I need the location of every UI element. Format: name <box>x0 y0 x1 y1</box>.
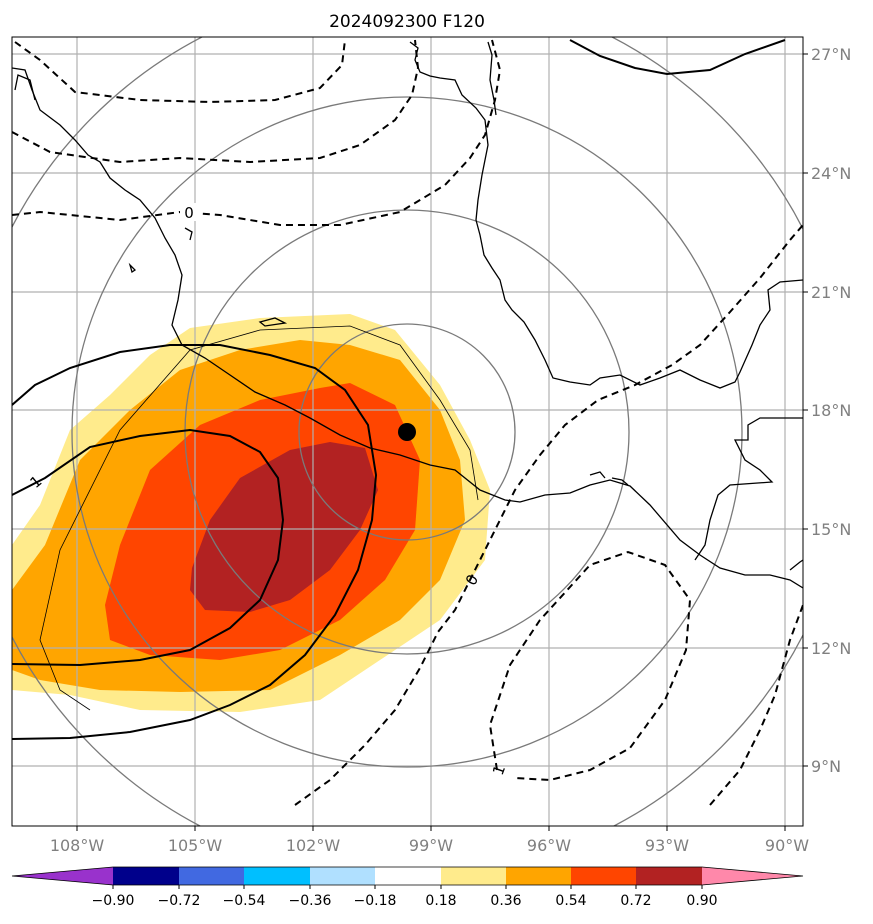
colorbar-bin <box>179 867 244 885</box>
lon-label: 105°W <box>168 836 223 855</box>
colorbar-bin <box>636 867 702 885</box>
lat-label: 21°N <box>811 283 851 302</box>
lon-label: 102°W <box>286 836 341 855</box>
lon-label: 99°W <box>409 836 453 855</box>
colorbar-bin <box>506 867 571 885</box>
lon-label: 93°W <box>645 836 689 855</box>
lat-label: 27°N <box>811 45 851 64</box>
storm-center-marker <box>398 423 416 441</box>
colorbar-bin <box>244 867 310 885</box>
colorbar-bin <box>310 867 375 885</box>
colorbar-label: 0.18 <box>425 893 456 909</box>
colorbar-label: 0.72 <box>620 893 651 909</box>
contour-label-bg <box>180 203 198 221</box>
range-ring-3 <box>71 96 743 768</box>
thin-contour <box>39 325 479 711</box>
map-frame <box>11 36 804 827</box>
lat-label: 12°N <box>811 639 851 658</box>
map-area: 0 0 1 1 <box>12 37 803 826</box>
colorbar-label: −0.90 <box>92 893 135 909</box>
lon-label: 108°W <box>50 836 105 855</box>
colorbar-bin <box>441 867 506 885</box>
lat-label: 9°N <box>811 757 841 776</box>
colorbar-label: 0.54 <box>555 893 586 909</box>
colorbar: −0.90 −0.72 −0.54 −0.36 −0.18 0.18 0.36 0.54 0.7… <box>11 866 804 909</box>
solid-contours <box>12 39 786 740</box>
chart-title: 2024092300 F120 <box>329 12 485 32</box>
colorbar-bin <box>375 867 441 885</box>
lat-label: 18°N <box>811 401 851 420</box>
range-ring-1 <box>298 323 516 541</box>
colorbar-label: −0.54 <box>223 893 266 909</box>
colorbar-label: −0.36 <box>289 893 332 909</box>
dashed-contours <box>12 39 803 806</box>
colorbar-extend-high <box>702 867 803 885</box>
contour-label-zero-north: 0 <box>184 204 194 222</box>
colorbar-extend-low <box>12 867 113 885</box>
contour-label-one-west: 1 <box>27 472 46 492</box>
range-rings <box>12 37 803 826</box>
coastline <box>12 41 803 589</box>
colorbar-label: 0.36 <box>490 893 521 909</box>
lat-label: 15°N <box>811 520 851 539</box>
lon-label: 96°W <box>527 836 571 855</box>
colorbar-bin <box>113 867 179 885</box>
lon-label: 90°W <box>765 836 809 855</box>
fill-level-0-72 <box>190 442 378 612</box>
colorbar-label: −0.72 <box>158 893 201 909</box>
colorbar-bin <box>571 867 636 885</box>
colorbar-label: −0.18 <box>354 893 397 909</box>
lat-label: 24°N <box>811 164 851 183</box>
tick-marks <box>76 53 808 831</box>
range-ring-2 <box>184 209 630 655</box>
contour-label-one-southeast: 1 <box>489 762 509 777</box>
colorbar-label: 0.90 <box>686 893 717 909</box>
